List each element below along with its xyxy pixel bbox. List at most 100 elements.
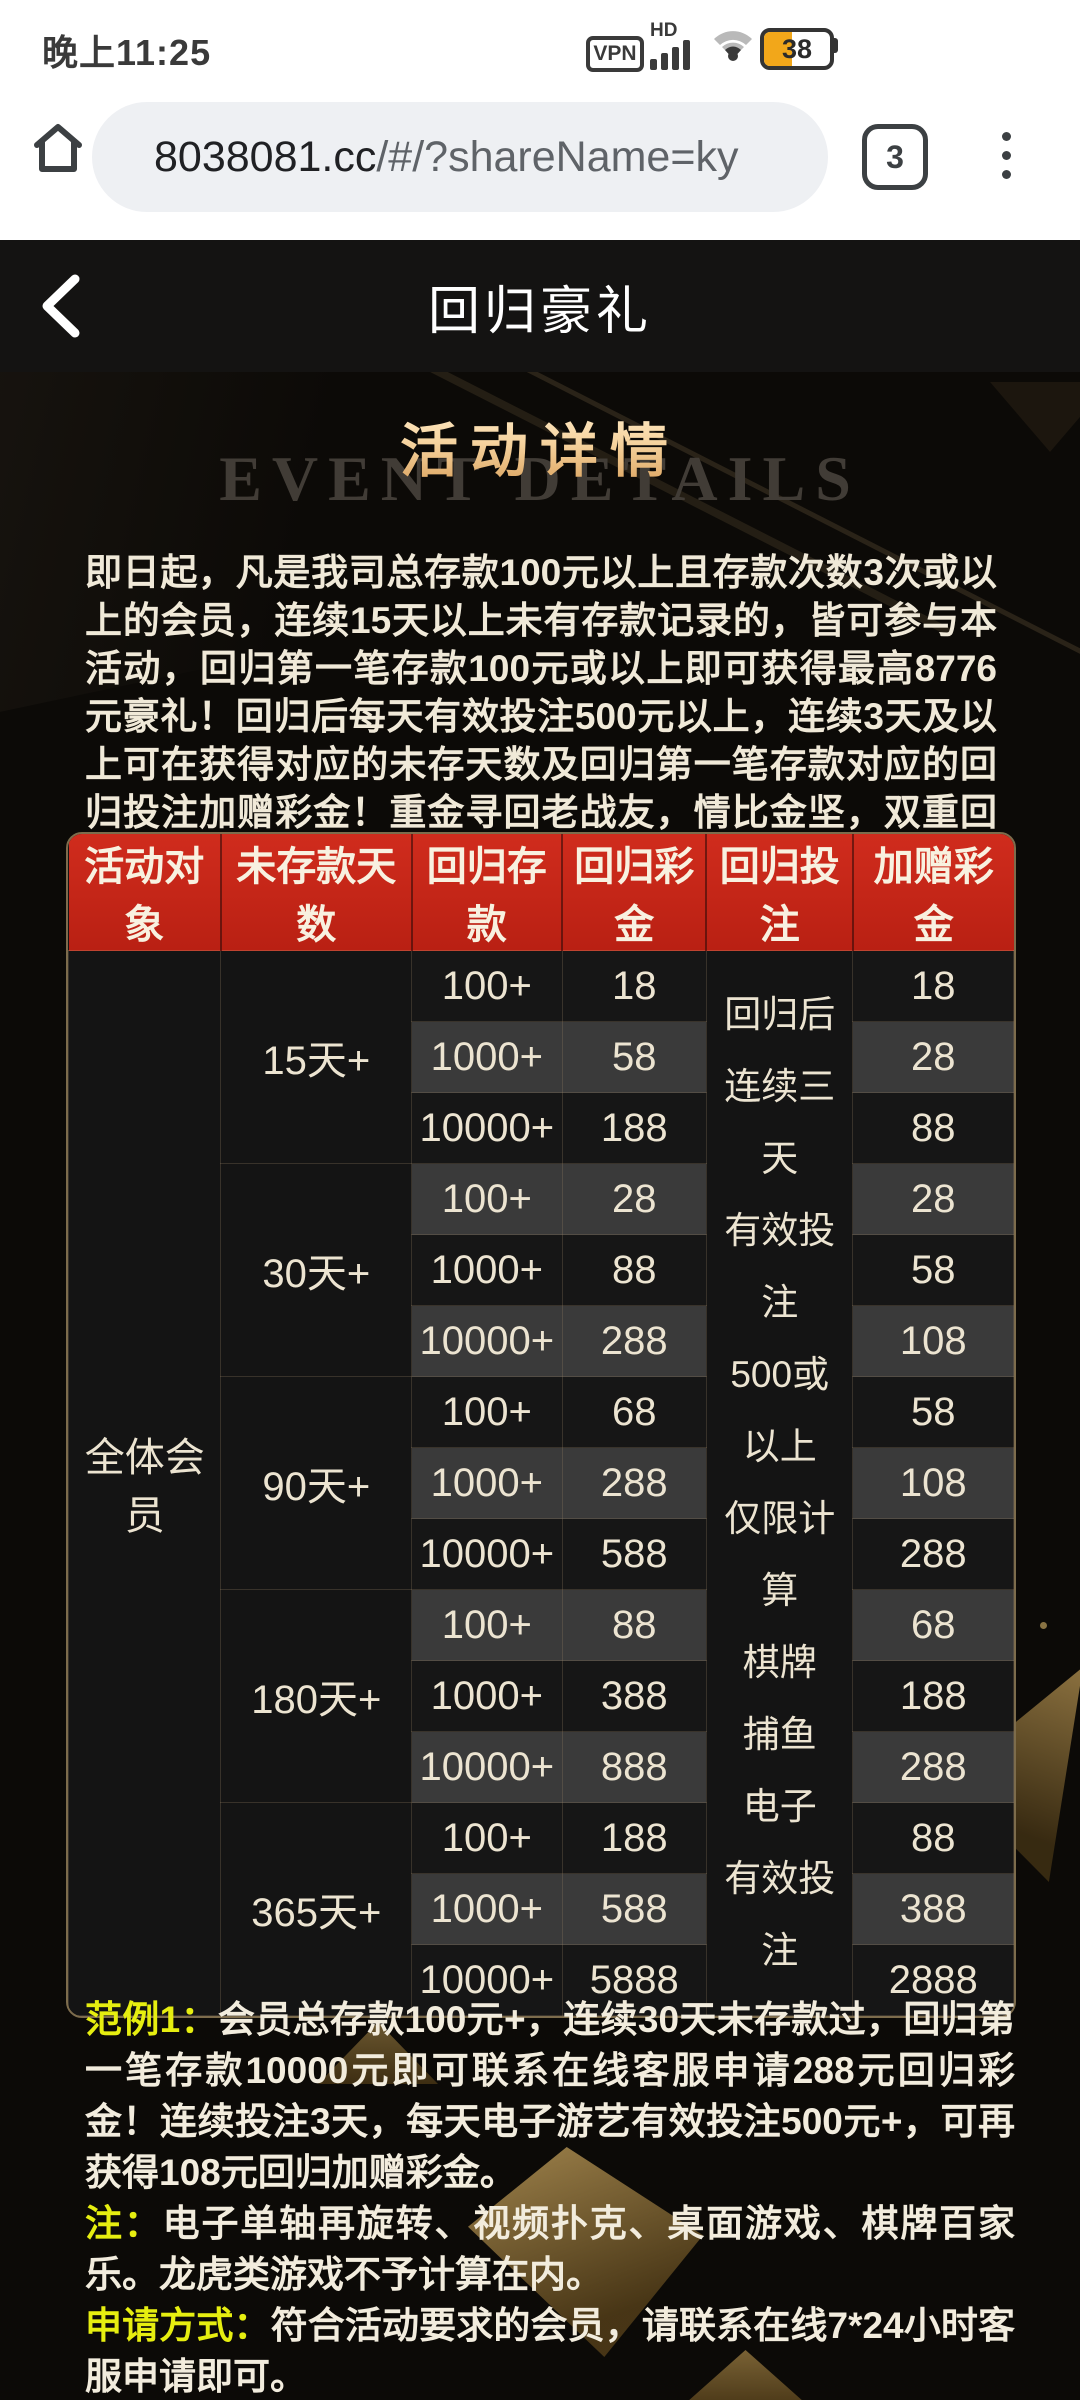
promo-content: EVENT DETAILS 活动详情 即日起，凡是我司总存款100元以上且存款次… xyxy=(0,372,1080,2400)
cell-return-bonus: 388 xyxy=(561,1660,707,1732)
cell-no-deposit-days: 180天+ xyxy=(220,1589,413,1803)
bet-requirement-line: 以上 xyxy=(742,1426,817,1467)
cell-return-deposit: 100+ xyxy=(411,950,563,1022)
bet-requirement-line: 电子 xyxy=(742,1786,817,1827)
cell-return-deposit: 1000+ xyxy=(411,1021,563,1093)
bet-requirement-line: 有效投注 xyxy=(724,1210,836,1323)
note-text: 符合活动要求的会员，请联系在线7*24小时客服申请即可。 xyxy=(85,2305,1015,2397)
table-row: 10000+ 588 288 xyxy=(69,1518,1014,1590)
note-paragraph: 注：电子单轴再旋转、视频扑克、桌面游戏、棋牌百家乐。龙虎类游戏不予计算在内。 xyxy=(85,2198,1015,2300)
table-row: 1000+ 288 108 xyxy=(69,1447,1014,1519)
note-label: 范例1： xyxy=(85,1999,218,2040)
cell-return-bonus: 88 xyxy=(561,1589,707,1661)
cell-return-deposit: 10000+ xyxy=(411,1518,563,1590)
cell-extra-bonus: 388 xyxy=(852,1873,1014,1945)
cell-return-bonus: 28 xyxy=(561,1163,707,1235)
cell-return-deposit: 10000+ xyxy=(411,1305,563,1377)
page-title: 回归豪礼 xyxy=(427,282,652,341)
table-row: 全体会员 15天+ 100+ 18 回归后 连续三天 有效投注 500或 以上 仅限计算 棋牌 捕鱼电… xyxy=(68,950,1014,2016)
cell-signal-icon: HD xyxy=(650,20,706,70)
table-row: 10000+ 288 108 xyxy=(69,1305,1014,1377)
bet-requirement-line: 仅限计算 xyxy=(724,1498,836,1611)
cell-extra-bonus: 88 xyxy=(852,1092,1014,1164)
cell-return-bonus: 58 xyxy=(561,1021,707,1093)
browser-chrome: 晚上11:25 VPN HD 38 xyxy=(0,0,1080,240)
cell-return-bonus: 68 xyxy=(561,1376,707,1448)
column-header: 未存款天数 xyxy=(219,834,412,951)
cell-extra-bonus: 68 xyxy=(852,1589,1014,1661)
cell-return-deposit: 100+ xyxy=(411,1163,563,1235)
status-bar: 晚上11:25 VPN HD 38 xyxy=(0,0,1080,86)
battery-nub xyxy=(832,38,838,53)
url-path: /#/?shareName=ky xyxy=(376,132,739,181)
cell-no-deposit-days: 30天+ xyxy=(220,1163,413,1377)
note-text: 电子单轴再旋转、视频扑克、桌面游戏、棋牌百家乐。龙虎类游戏不予计算在内。 xyxy=(85,2203,1016,2295)
battery-percent: 38 xyxy=(781,33,813,64)
table-row: 180天+ 100+ 88 68 xyxy=(69,1589,1014,1803)
bet-requirement-line: 棋牌 xyxy=(742,1642,817,1683)
back-button[interactable] xyxy=(20,266,100,346)
table-row: 90天+ 100+ 68 58 xyxy=(69,1376,1014,1590)
column-header: 加赠彩金 xyxy=(851,834,1014,951)
cell-no-deposit-days: 15天+ xyxy=(220,950,413,1164)
event-description: 即日起，凡是我司总存款100元以上且存款次数3次或以上的会员，连续15天以上未有… xyxy=(85,552,997,881)
column-header: 活动对象 xyxy=(68,834,221,951)
page-header: 回归豪礼 xyxy=(0,240,1080,372)
cell-return-bonus: 588 xyxy=(561,1518,707,1590)
battery-fill xyxy=(764,32,792,66)
cell-return-deposit: 100+ xyxy=(411,1589,563,1661)
cell-no-deposit-days: 365天+ xyxy=(220,1802,413,2016)
cell-extra-bonus: 108 xyxy=(852,1447,1014,1519)
cell-return-deposit: 100+ xyxy=(411,1802,563,1874)
table-row: 1000+ 88 58 xyxy=(69,1234,1014,1306)
note-label: 注： xyxy=(85,2203,163,2244)
battery-icon: 38 xyxy=(760,28,834,70)
signal-bars-icon xyxy=(650,40,690,70)
cell-return-bonus: 288 xyxy=(561,1305,707,1377)
cell-no-deposit-days: 90天+ xyxy=(220,1376,413,1590)
event-title: 活动详情 xyxy=(0,404,1080,488)
cell-return-bonus: 18 xyxy=(561,950,707,1022)
promo-table-header-row: 活动对象 未存款天数 回归存款 回归彩金 回归投注 加赠彩金 xyxy=(68,834,1014,951)
cell-extra-bonus: 2888 xyxy=(852,1944,1014,2016)
tab-switcher-button[interactable]: 3 xyxy=(862,124,928,190)
cell-extra-bonus: 188 xyxy=(852,1660,1014,1732)
bet-requirement-line: 500或 xyxy=(730,1354,830,1395)
clock: 晚上11:25 xyxy=(42,32,212,73)
wifi-icon xyxy=(712,28,754,67)
table-row: 1000+ 588 388 xyxy=(69,1873,1014,1945)
url-bar[interactable]: 8038081.cc/#/?shareName=ky xyxy=(92,102,828,212)
cell-extra-bonus: 18 xyxy=(852,950,1014,1022)
url-host: 8038081.cc xyxy=(154,132,377,181)
table-row: 10000+ 888 288 xyxy=(69,1731,1014,1803)
cell-return-bonus: 188 xyxy=(561,1092,707,1164)
table-row: 1000+ 58 28 xyxy=(69,1021,1014,1093)
cell-return-deposit: 10000+ xyxy=(411,1092,563,1164)
cell-return-deposit: 1000+ xyxy=(411,1660,563,1732)
hd-volte-icon: HD xyxy=(650,20,678,41)
table-row: 1000+ 388 188 xyxy=(69,1660,1014,1732)
cell-extra-bonus: 108 xyxy=(852,1305,1014,1377)
cell-return-deposit: 1000+ xyxy=(411,1873,563,1945)
cell-extra-bonus: 288 xyxy=(852,1518,1014,1590)
promo-notes: 范例1：会员总存款100元+，连续30天未存款过，回归第一笔存款10000元即可… xyxy=(85,1994,1015,2400)
promo-table-body: 全体会员 15天+ 100+ 18 回归后 连续三天 有效投注 500或 以上 仅限计算 棋牌 捕鱼电… xyxy=(68,950,1014,2016)
browser-menu-button[interactable] xyxy=(986,120,1026,190)
cell-return-deposit: 1000+ xyxy=(411,1234,563,1306)
cell-return-bonus: 88 xyxy=(561,1234,707,1306)
cell-return-deposit: 1000+ xyxy=(411,1447,563,1519)
cell-return-deposit: 100+ xyxy=(411,1376,563,1448)
table-row: 10000+ 5888 2888 xyxy=(69,1944,1014,2016)
chevron-left-icon xyxy=(42,274,80,338)
cell-return-bonus: 5888 xyxy=(561,1944,707,2016)
home-button[interactable] xyxy=(26,116,90,180)
cell-return-bonus: 888 xyxy=(561,1731,707,1803)
table-row: 10000+ 188 88 xyxy=(69,1092,1014,1164)
cell-extra-bonus: 58 xyxy=(852,1376,1014,1448)
cell-bet-requirement: 回归后 连续三天 有效投注 500或 以上 仅限计算 棋牌 捕鱼 电子 有效投注 xyxy=(705,950,854,2016)
cell-extra-bonus: 58 xyxy=(852,1234,1014,1306)
promo-table: 活动对象 未存款天数 回归存款 回归彩金 回归投注 加赠彩金 全体会员 15天+ 100+ 18… xyxy=(66,832,1016,2018)
column-header: 回归存款 xyxy=(410,834,563,951)
cell-return-bonus: 588 xyxy=(561,1873,707,1945)
